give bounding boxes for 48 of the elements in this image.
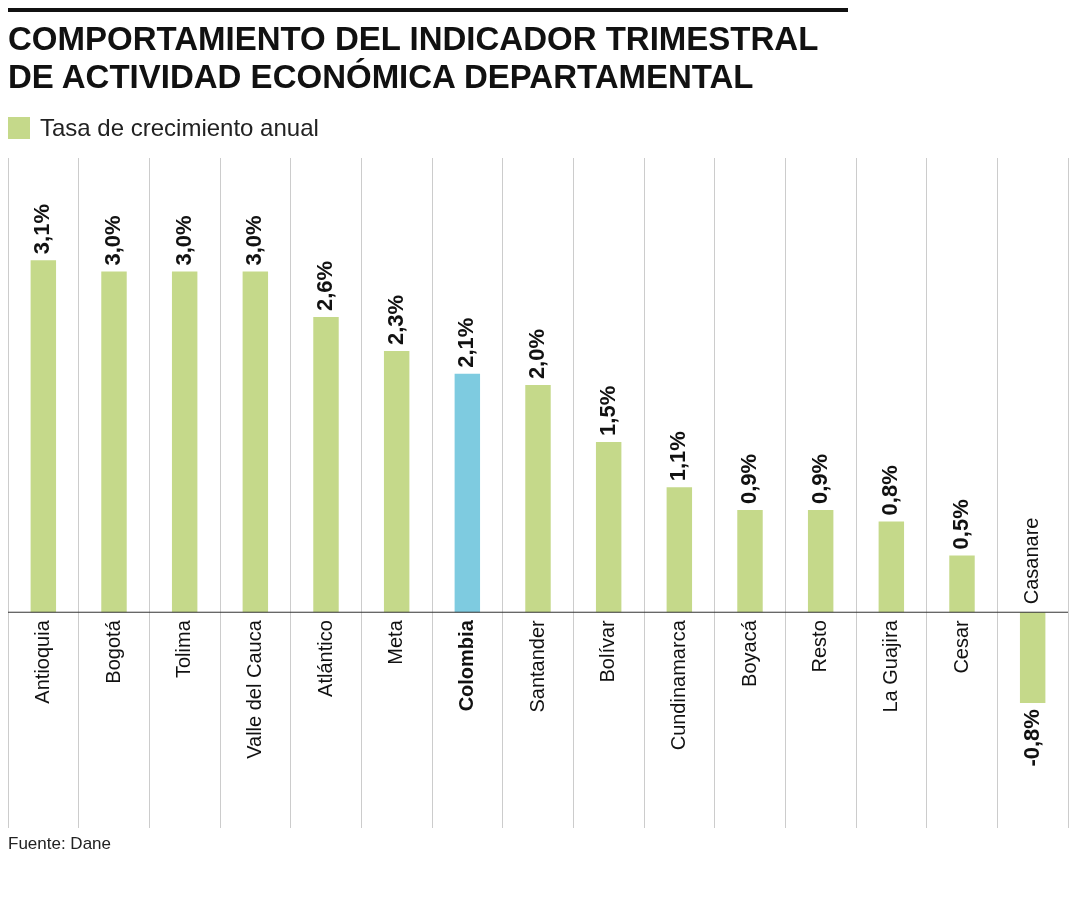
bar xyxy=(525,385,551,613)
x-tick-label: Antioquia xyxy=(30,619,53,704)
bar xyxy=(383,351,410,613)
data-label: 0,9% xyxy=(806,453,832,505)
data-label: 2,6% xyxy=(312,260,338,311)
x-tick-label: Santander xyxy=(525,619,548,713)
data-label: -0,8% xyxy=(1018,709,1044,767)
x-tick-label: Cundinamarca xyxy=(666,619,689,751)
bar xyxy=(313,316,339,613)
data-label: 0,8% xyxy=(877,465,903,516)
data-label: 1,5% xyxy=(594,385,620,436)
x-tick-label: Meta xyxy=(384,619,407,665)
bar xyxy=(807,510,834,613)
x-tick-label: Tolima xyxy=(172,619,195,679)
x-tick-label: Bogotá xyxy=(101,619,124,684)
bar xyxy=(595,441,622,613)
bar xyxy=(171,271,198,613)
x-tick-label: Valle del Cauca xyxy=(242,619,265,759)
data-label: 3,1% xyxy=(29,204,55,255)
legend-label: Tasa de crecimiento anual xyxy=(40,114,319,142)
data-label: 1,1% xyxy=(665,431,691,482)
x-tick-label: Bolívar xyxy=(596,619,619,683)
data-label: 3,0% xyxy=(241,215,267,266)
x-tick-label: La Guajira xyxy=(878,619,901,713)
data-label: 3,0% xyxy=(170,215,196,266)
bar xyxy=(949,555,975,613)
bar xyxy=(454,373,481,613)
x-tick-label: Colombia xyxy=(454,619,477,712)
bar xyxy=(737,510,763,613)
x-tick-label: Casanare xyxy=(1020,517,1043,605)
x-tick-label: Cesar xyxy=(949,619,972,674)
bar xyxy=(242,271,269,613)
data-label: 2,3% xyxy=(382,294,408,346)
data-label: 0,5% xyxy=(948,499,974,550)
data-label: 0,9% xyxy=(736,453,762,505)
bar xyxy=(1019,612,1046,704)
source-note: Fuente: Dane xyxy=(8,834,112,854)
bar xyxy=(30,260,57,613)
bar xyxy=(878,521,905,613)
data-label: 2,1% xyxy=(453,317,479,368)
x-tick-label: Atlántico xyxy=(313,620,336,697)
x-tick-label: Resto xyxy=(808,620,831,673)
data-label: 3,0% xyxy=(100,215,126,266)
x-tick-label: Boyacá xyxy=(737,619,760,687)
bar xyxy=(101,271,127,613)
chart-title: COMPORTAMIENTO DEL INDICADOR TRIMESTRAL DE ACTIVIDAD ECONÓMICA DEPARTAMENTAL xyxy=(8,20,819,96)
bar xyxy=(666,487,693,613)
data-label: 2,0% xyxy=(524,328,550,380)
